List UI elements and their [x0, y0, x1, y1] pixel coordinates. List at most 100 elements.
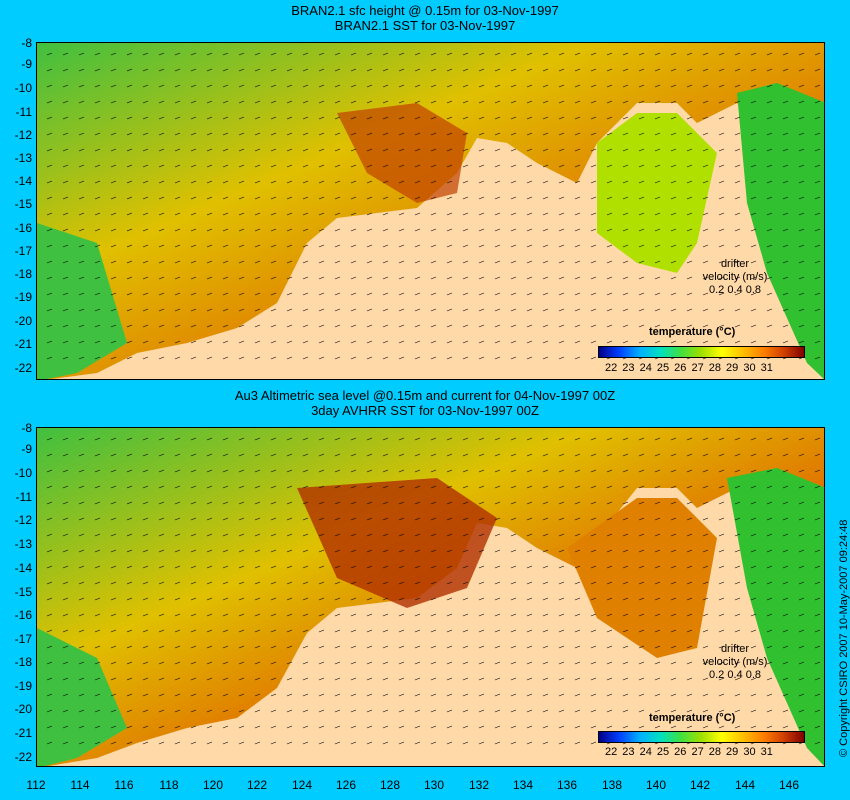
current-vector [126, 196, 133, 200]
current-vector [430, 84, 437, 88]
current-vector [558, 356, 565, 360]
top-east-land [737, 83, 824, 379]
current-vector [110, 485, 117, 489]
current-vector [382, 581, 389, 585]
current-vector [222, 132, 229, 136]
current-vector [206, 741, 213, 745]
current-vector [190, 469, 197, 473]
current-vector [414, 469, 421, 473]
y-label: -12 [14, 513, 32, 527]
current-vector [414, 52, 421, 56]
current-vector [270, 693, 277, 697]
current-vector [686, 180, 693, 184]
current-vector [414, 485, 421, 489]
current-vector [382, 453, 389, 457]
current-vector [494, 260, 501, 264]
current-vector [542, 677, 549, 681]
current-vector [286, 148, 293, 152]
current-vector [574, 292, 581, 296]
current-vector [798, 260, 805, 264]
current-vector [558, 260, 565, 264]
current-vector [46, 228, 53, 232]
current-vector [606, 244, 613, 248]
current-vector [446, 677, 453, 681]
current-vector [670, 196, 677, 200]
current-vector [46, 340, 53, 344]
current-vector [302, 661, 309, 665]
current-vector [270, 308, 277, 312]
current-vector [142, 501, 149, 505]
current-vector [174, 597, 181, 601]
current-vector [750, 485, 757, 489]
current-vector [302, 533, 309, 537]
current-vector [366, 276, 373, 280]
current-vector [430, 469, 437, 473]
current-vector [78, 437, 85, 441]
current-vector [78, 148, 85, 152]
current-vector [110, 292, 117, 296]
current-vector [750, 68, 757, 72]
current-vector [238, 84, 245, 88]
current-vector [766, 100, 773, 104]
current-vector [654, 196, 661, 200]
current-vector [782, 517, 789, 521]
current-vector [622, 453, 629, 457]
current-vector [446, 324, 453, 328]
current-vector [270, 661, 277, 665]
current-vector [110, 324, 117, 328]
current-vector [814, 741, 821, 745]
current-vector [558, 453, 565, 457]
current-vector [270, 244, 277, 248]
current-vector [222, 180, 229, 184]
current-vector [494, 308, 501, 312]
current-vector [350, 661, 357, 665]
current-vector [510, 132, 517, 136]
current-vector [350, 356, 357, 360]
current-vector [254, 485, 261, 489]
current-vector [558, 148, 565, 152]
current-vector [350, 260, 357, 264]
current-vector [62, 100, 69, 104]
current-vector [494, 84, 501, 88]
drifter-title: drifter [720, 643, 750, 655]
current-vector [318, 260, 325, 264]
current-vector [606, 292, 613, 296]
current-vector [62, 645, 69, 649]
current-vector [94, 741, 101, 745]
x-label: 132 [468, 778, 490, 792]
current-vector [318, 453, 325, 457]
bottom-hotspot [297, 478, 497, 608]
current-vector [494, 629, 501, 633]
current-vector [222, 324, 229, 328]
bottom-gulf-region [567, 498, 717, 658]
current-vector [382, 180, 389, 184]
current-vector [270, 132, 277, 136]
current-vector [782, 469, 789, 473]
current-vector [350, 437, 357, 441]
current-vector [446, 308, 453, 312]
current-vector [110, 260, 117, 264]
current-vector [638, 661, 645, 665]
current-vector [142, 693, 149, 697]
current-vector [622, 565, 629, 569]
current-vector [702, 709, 709, 713]
current-vector [478, 356, 485, 360]
current-vector [254, 661, 261, 665]
current-vector [718, 212, 725, 216]
current-vector [462, 597, 469, 601]
current-vector [430, 324, 437, 328]
bottom-coolspot [37, 628, 127, 766]
current-vector [718, 469, 725, 473]
current-vector [542, 453, 549, 457]
current-vector [94, 180, 101, 184]
current-vector [590, 469, 597, 473]
current-vector [190, 84, 197, 88]
current-vector [606, 661, 613, 665]
current-vector [286, 661, 293, 665]
current-vector [382, 196, 389, 200]
current-vector [126, 613, 133, 617]
current-vector [798, 52, 805, 56]
current-vector [78, 661, 85, 665]
current-vector [798, 565, 805, 569]
current-vector [398, 84, 405, 88]
